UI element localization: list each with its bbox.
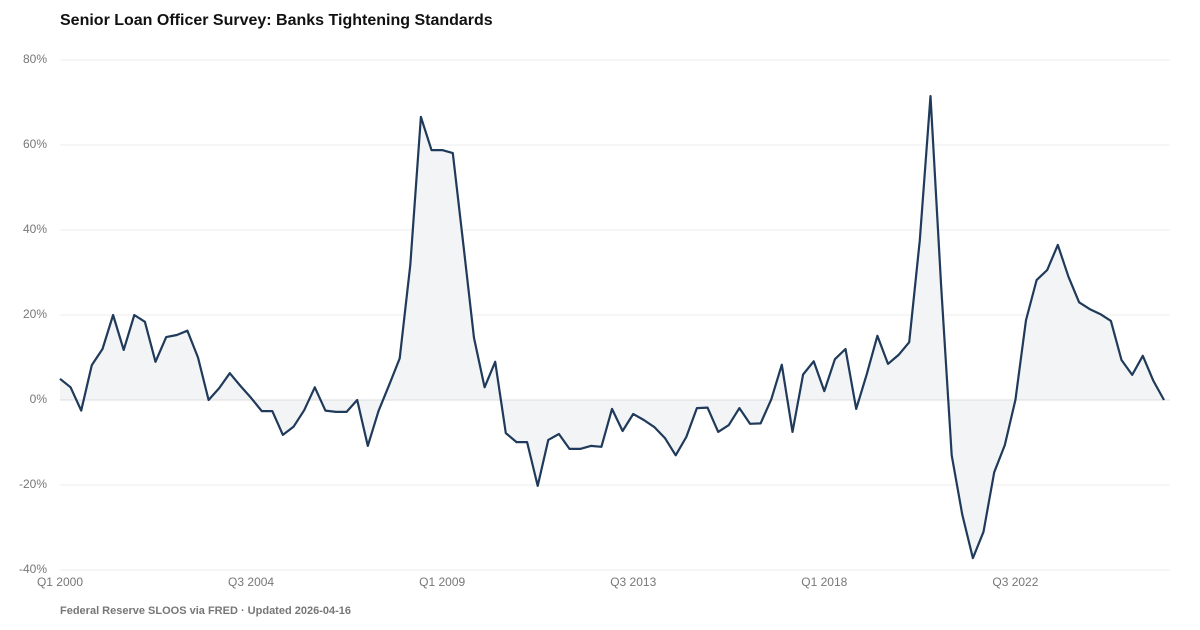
y-tick-label: 80% [23, 52, 47, 66]
y-tick-label: -20% [19, 477, 47, 491]
area-fill [60, 96, 1164, 559]
x-tick-label: Q1 2000 [37, 575, 83, 589]
y-tick-label: 40% [23, 222, 47, 236]
chart-title: Senior Loan Officer Survey: Banks Tighte… [60, 12, 493, 29]
y-tick-label: 0% [30, 392, 48, 406]
source-note: Federal Reserve SLOOS via FRED · Updated… [60, 605, 351, 617]
y-tick-label: 60% [23, 137, 47, 151]
y-tick-label: -40% [19, 562, 47, 576]
x-tick-label: Q1 2018 [801, 575, 847, 589]
x-tick-label: Q3 2004 [228, 575, 274, 589]
x-tick-label: Q1 2009 [419, 575, 465, 589]
y-tick-label: 20% [23, 307, 47, 321]
x-tick-label: Q3 2022 [992, 575, 1038, 589]
series-line [59, 95, 1165, 560]
x-tick-label: Q3 2013 [610, 575, 656, 589]
